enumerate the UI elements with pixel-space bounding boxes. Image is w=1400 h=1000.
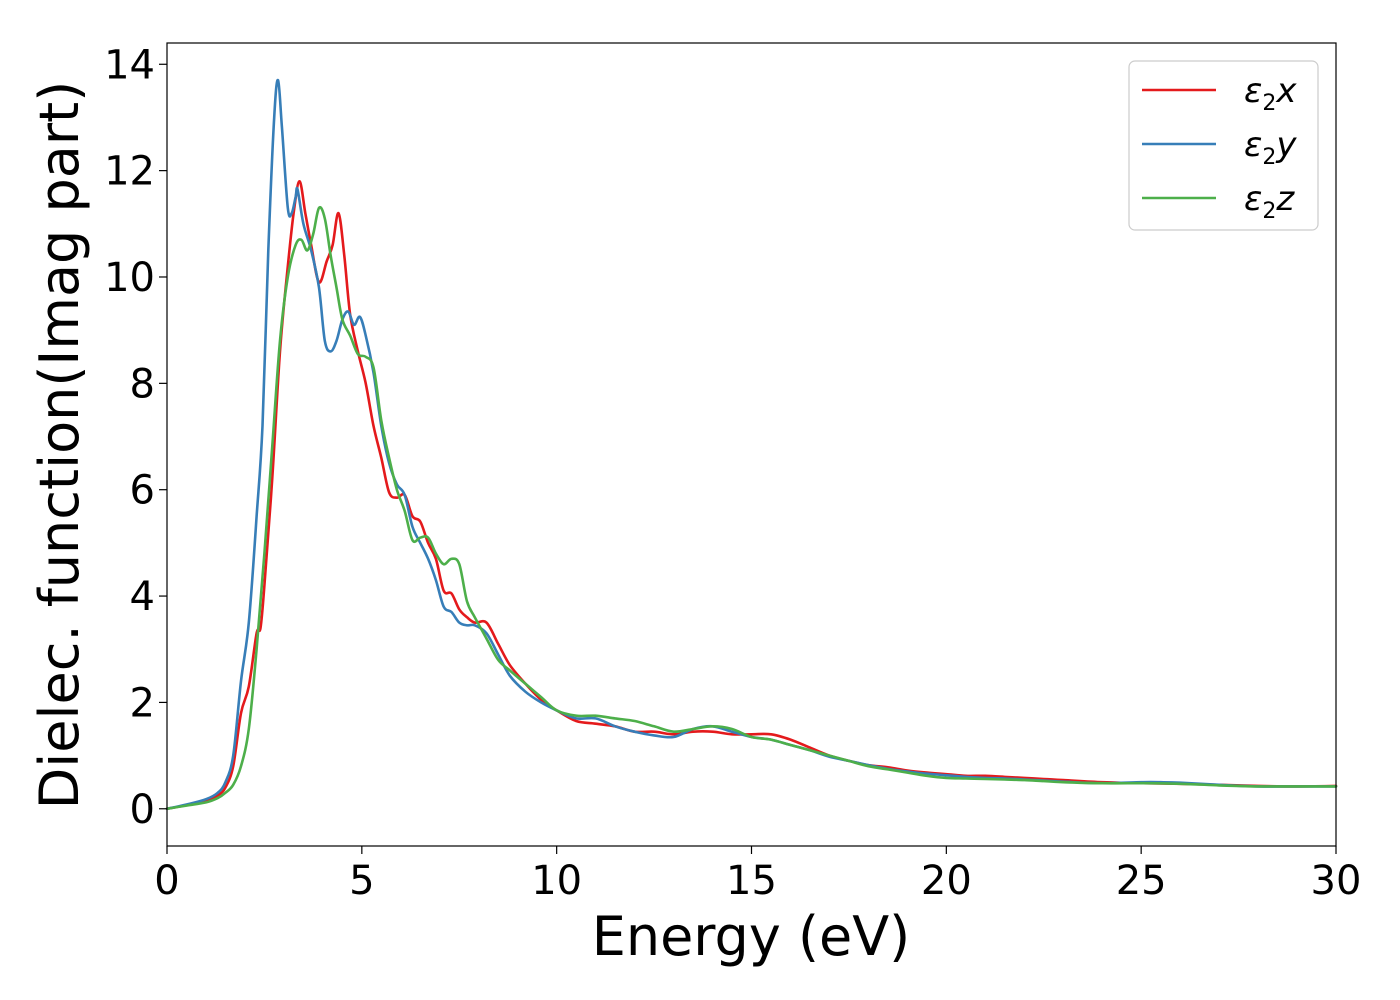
y-axis-ticks: 0 2 4 6 8 10 12 14	[104, 42, 167, 833]
legend-label-z: ε2z	[1244, 179, 1295, 224]
x-tick-label: 25	[1116, 858, 1167, 904]
y-tick-label: 10	[104, 255, 155, 301]
y-tick-label: 0	[130, 787, 155, 833]
x-tick-label: 20	[921, 858, 972, 904]
legend: ε2x ε2y ε2z	[1128, 60, 1319, 231]
series-line-y	[165, 78, 1338, 811]
legend-label-y: ε2y	[1244, 125, 1297, 170]
series-layer	[165, 78, 1338, 811]
x-tick-label: 30	[1311, 858, 1362, 904]
x-tick-label: 0	[154, 858, 179, 904]
legend-box	[1128, 60, 1319, 231]
y-tick-label: 12	[104, 149, 155, 195]
y-axis-title: Dielec. function(Imag part)	[28, 81, 91, 810]
legend-label-x: ε2x	[1244, 71, 1297, 116]
y-tick-label: 8	[130, 361, 155, 407]
y-tick-label: 6	[130, 468, 155, 514]
y-tick-label: 14	[104, 42, 155, 88]
x-axis-title: Energy (eV)	[592, 905, 911, 968]
x-axis-ticks: 0 5 10 15 20 25 30	[154, 846, 1361, 904]
y-tick-label: 2	[130, 680, 155, 726]
x-tick-label: 15	[726, 858, 777, 904]
y-tick-label: 4	[130, 574, 155, 620]
x-tick-label: 10	[531, 858, 582, 904]
series-line-z	[165, 205, 1338, 811]
x-tick-label: 5	[349, 858, 374, 904]
